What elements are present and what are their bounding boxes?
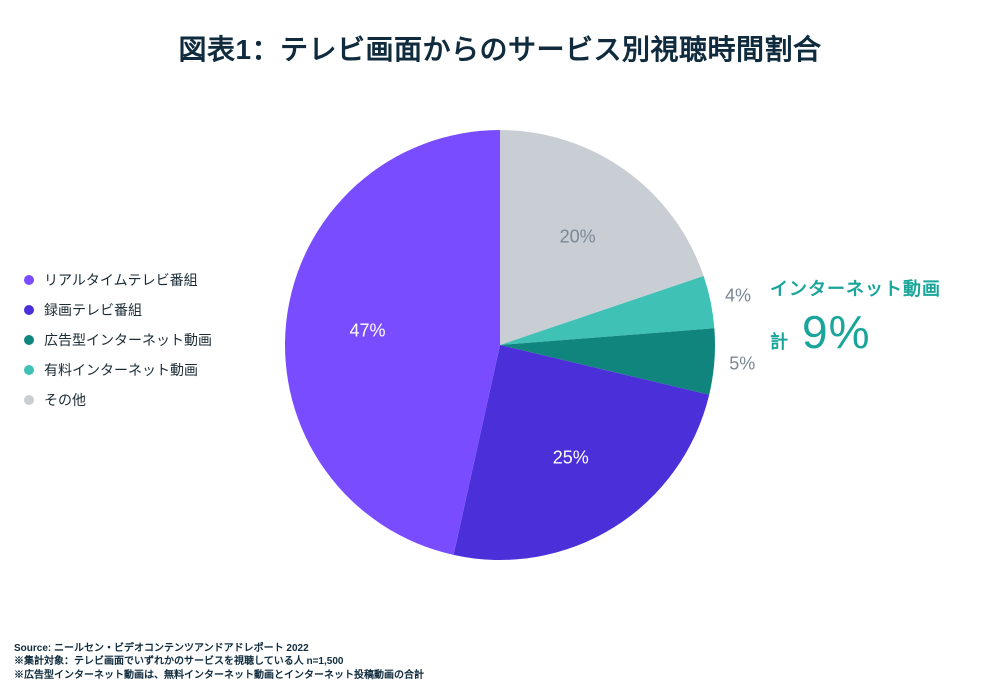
footnote-line-2: ※広告型インターネット動画は、無料インターネット動画とインターネット投稿動画の合… <box>14 669 424 683</box>
pct-label-realtime: 47% <box>349 320 385 341</box>
callout-percent: 9% <box>802 305 870 359</box>
pct-label-ad_net: 5% <box>729 353 755 374</box>
legend-label: リアルタイムテレビ番組 <box>44 270 198 290</box>
pct-label-other: 20% <box>560 226 596 247</box>
legend: リアルタイムテレビ番組録画テレビ番組広告型インターネット動画有料インターネット動… <box>24 260 212 420</box>
legend-label: 録画テレビ番組 <box>44 300 142 320</box>
legend-item-realtime: リアルタイムテレビ番組 <box>24 270 212 290</box>
footnote-line-0: Source: ニールセン・ビデオコンテンツアンドアドレポート 2022 <box>14 642 424 656</box>
legend-dot <box>24 365 34 375</box>
legend-label: 広告型インターネット動画 <box>44 330 212 350</box>
legend-dot <box>24 275 34 285</box>
pct-label-paid_net: 4% <box>725 286 751 307</box>
callout-line1: インターネット動画 <box>770 275 970 301</box>
legend-item-ad_net: 広告型インターネット動画 <box>24 330 212 350</box>
footnotes: Source: ニールセン・ビデオコンテンツアンドアドレポート 2022※集計対… <box>14 642 424 683</box>
callout-kei: 計 <box>770 328 788 354</box>
legend-dot <box>24 335 34 345</box>
legend-item-other: その他 <box>24 390 212 410</box>
pct-label-recorded: 25% <box>553 447 589 468</box>
legend-label: その他 <box>44 390 86 410</box>
legend-dot <box>24 395 34 405</box>
pie-chart <box>280 125 720 565</box>
legend-dot <box>24 305 34 315</box>
legend-label: 有料インターネット動画 <box>44 360 198 380</box>
chart-area: リアルタイムテレビ番組録画テレビ番組広告型インターネット動画有料インターネット動… <box>0 0 1000 700</box>
legend-item-recorded: 録画テレビ番組 <box>24 300 212 320</box>
legend-item-paid_net: 有料インターネット動画 <box>24 360 212 380</box>
internet-video-callout: インターネット動画 計 9% <box>770 275 970 359</box>
footnote-line-1: ※集計対象：テレビ画面でいずれかのサービスを視聴している人 n=1,500 <box>14 655 424 669</box>
